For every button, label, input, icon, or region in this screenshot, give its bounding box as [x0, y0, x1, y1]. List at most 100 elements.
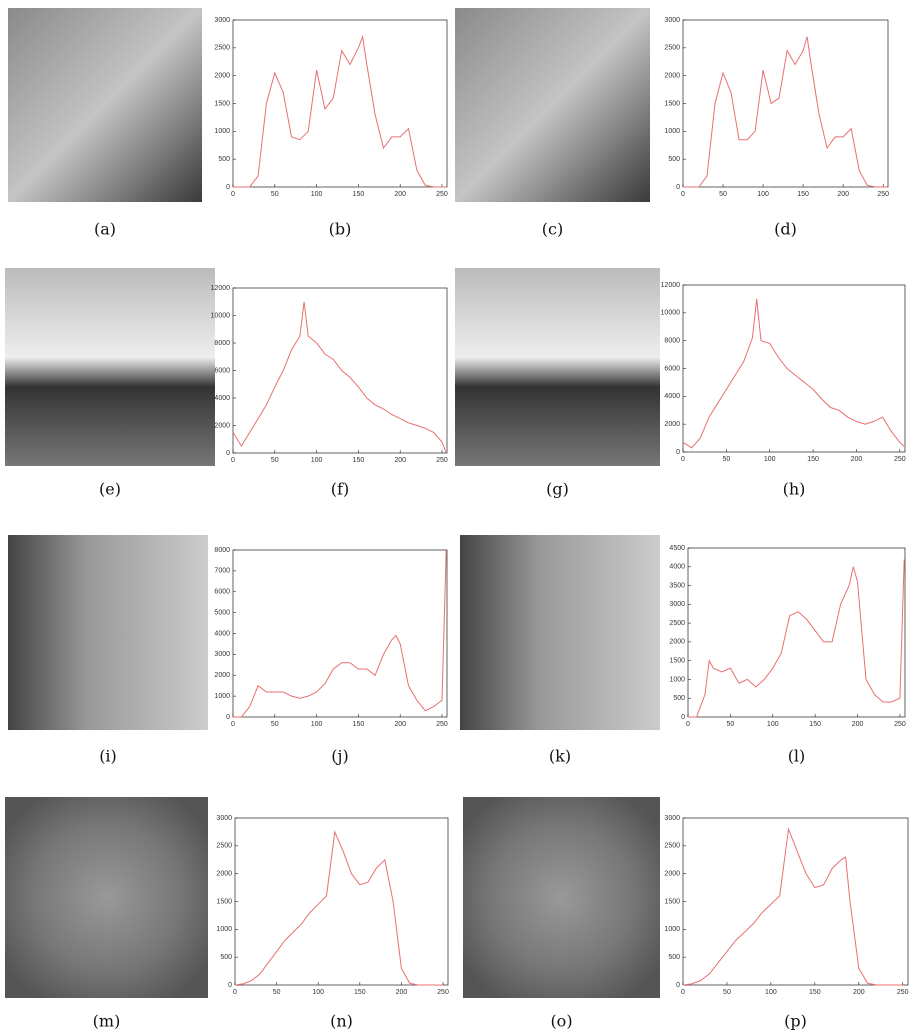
- y-tick-label: 500: [668, 954, 680, 961]
- caption: (d): [774, 220, 797, 239]
- histogram-line: [688, 559, 905, 718]
- photo: [5, 797, 208, 998]
- caption: (a): [94, 220, 116, 239]
- plot-frame: [232, 19, 448, 188]
- y-tick-label: 6000: [214, 367, 230, 374]
- caption: (o): [550, 1012, 572, 1031]
- y-tick-label: 6000: [214, 589, 230, 596]
- photo: [8, 8, 202, 202]
- x-tick-label: 50: [273, 989, 281, 996]
- y-tick-label: 7000: [214, 568, 230, 575]
- plot-frame: [682, 817, 909, 986]
- x-tick-label: 250: [436, 721, 448, 728]
- photo: [455, 268, 660, 466]
- y-tick-label: 0: [676, 449, 680, 456]
- x-tick-label: 250: [897, 989, 909, 996]
- y-tick-label: 2000: [214, 672, 230, 679]
- x-tick-label: 50: [271, 457, 279, 464]
- x-tick-label: 150: [353, 457, 365, 464]
- y-tick-label: 3000: [214, 17, 230, 24]
- x-tick-label: 0: [681, 191, 685, 198]
- x-tick-label: 250: [436, 457, 448, 464]
- x-tick-label: 150: [807, 456, 819, 463]
- x-tick-label: 50: [722, 456, 730, 463]
- y-tick-label: 3000: [216, 815, 232, 822]
- y-tick-label: 4000: [214, 630, 230, 637]
- y-tick-label: 2000: [216, 871, 232, 878]
- x-tick-label: 0: [231, 721, 235, 728]
- y-tick-label: 2500: [214, 45, 230, 52]
- x-tick-label: 200: [396, 989, 408, 996]
- y-tick-label: 1000: [216, 926, 232, 933]
- x-tick-label: 50: [719, 191, 727, 198]
- y-tick-label: 12000: [211, 285, 231, 292]
- y-tick-label: 2000: [214, 73, 230, 80]
- photo: [455, 8, 650, 202]
- x-tick-label: 100: [757, 191, 769, 198]
- x-tick-label: 0: [681, 989, 685, 996]
- y-tick-label: 3000: [669, 601, 685, 608]
- x-tick-label: 200: [852, 721, 864, 728]
- x-tick-label: 250: [877, 191, 889, 198]
- y-tick-label: 0: [681, 714, 685, 721]
- y-tick-label: 0: [676, 184, 680, 191]
- y-tick-label: 12000: [661, 282, 681, 289]
- x-tick-label: 250: [894, 456, 906, 463]
- plot-frame: [232, 549, 448, 718]
- x-tick-label: 150: [809, 989, 821, 996]
- x-tick-label: 150: [797, 191, 809, 198]
- histogram-line: [232, 301, 447, 454]
- plot-frame: [682, 19, 889, 188]
- x-tick-label: 150: [809, 721, 821, 728]
- x-tick-label: 100: [764, 456, 776, 463]
- x-tick-label: 50: [271, 721, 279, 728]
- y-tick-label: 2500: [664, 843, 680, 850]
- y-tick-label: 2000: [664, 73, 680, 80]
- photo: [8, 535, 208, 730]
- x-tick-label: 0: [231, 457, 235, 464]
- x-tick-label: 200: [394, 191, 406, 198]
- y-tick-label: 500: [220, 954, 232, 961]
- x-tick-label: 0: [233, 989, 237, 996]
- y-tick-label: 4000: [664, 393, 680, 400]
- y-tick-label: 3000: [664, 815, 680, 822]
- y-tick-label: 1000: [214, 693, 230, 700]
- x-tick-label: 0: [231, 191, 235, 198]
- y-tick-label: 8000: [664, 338, 680, 345]
- x-tick-label: 200: [394, 457, 406, 464]
- x-tick-label: 150: [353, 191, 365, 198]
- x-tick-label: 250: [437, 989, 449, 996]
- y-tick-label: 1500: [216, 898, 232, 905]
- photo: [460, 535, 660, 730]
- y-tick-label: 3000: [664, 17, 680, 24]
- y-tick-label: 500: [668, 156, 680, 163]
- x-tick-label: 200: [837, 191, 849, 198]
- x-tick-label: 150: [354, 989, 366, 996]
- histogram-line: [682, 298, 905, 449]
- histogram-line: [682, 827, 903, 986]
- caption: (h): [783, 480, 806, 499]
- y-tick-label: 2000: [664, 421, 680, 428]
- y-tick-label: 2000: [214, 422, 230, 429]
- y-tick-label: 2000: [664, 871, 680, 878]
- y-tick-label: 1000: [669, 676, 685, 683]
- caption: (c): [542, 220, 563, 239]
- y-tick-label: 3500: [669, 582, 685, 589]
- x-tick-label: 100: [312, 989, 324, 996]
- x-tick-label: 0: [681, 456, 685, 463]
- x-tick-label: 50: [271, 191, 279, 198]
- x-tick-label: 50: [726, 721, 734, 728]
- histogram-line: [234, 830, 443, 986]
- caption: (l): [788, 747, 806, 766]
- caption: (g): [546, 480, 569, 499]
- y-tick-label: 8000: [214, 340, 230, 347]
- y-tick-label: 4500: [669, 545, 685, 552]
- y-tick-label: 1500: [214, 100, 230, 107]
- plot-frame: [232, 287, 448, 454]
- y-tick-label: 1000: [214, 128, 230, 135]
- x-tick-label: 100: [311, 457, 323, 464]
- y-tick-label: 2000: [669, 639, 685, 646]
- y-tick-label: 1500: [664, 100, 680, 107]
- y-tick-label: 2500: [664, 45, 680, 52]
